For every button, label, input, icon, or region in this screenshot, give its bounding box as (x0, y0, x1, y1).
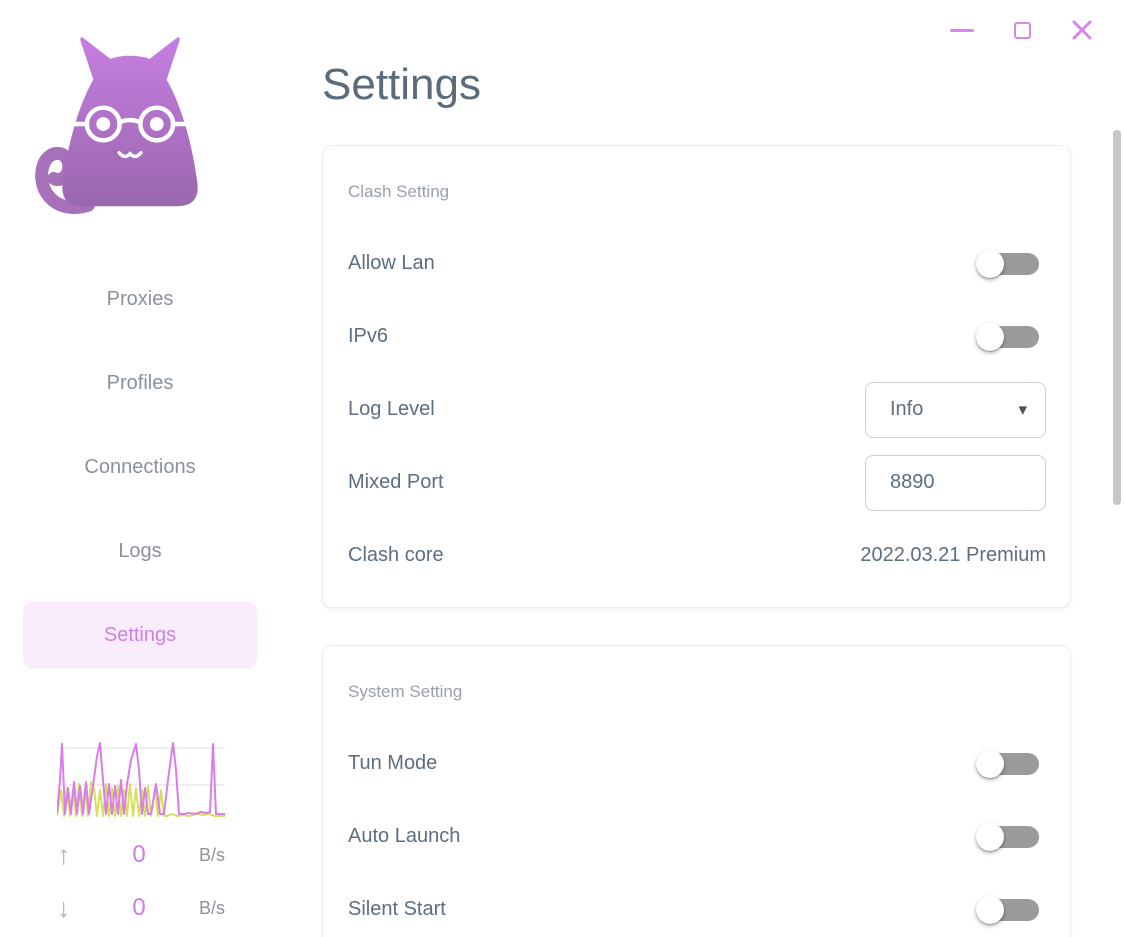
upload-unit: B/s (198, 844, 225, 865)
page-title: Settings (322, 60, 481, 109)
minimize-button[interactable] (945, 13, 979, 47)
upload-stat: ↑ 0 B/s (57, 837, 225, 873)
setting-row-allow-lan: Allow Lan (348, 227, 1046, 300)
arrow-up-icon: ↑ (57, 839, 71, 870)
app-logo-cat-icon (35, 37, 198, 214)
sidebar-item-logs[interactable]: Logs (118, 540, 162, 562)
scrollbar-thumb[interactable] (1113, 130, 1121, 505)
minimize-icon (950, 28, 974, 32)
sidebar: Proxies Profiles Connections Logs Settings ↑… (0, 0, 280, 937)
download-stat: ↓ 0 B/s (57, 890, 225, 926)
setting-row-auto-launch: Auto Launch (348, 800, 1046, 873)
download-value: 0 (132, 894, 146, 921)
card-header: System Setting (348, 682, 463, 701)
sidebar-item-proxies[interactable]: Proxies (106, 288, 174, 310)
toggle-thumb (976, 322, 1004, 351)
download-unit: B/s (198, 897, 225, 918)
silent-start-toggle[interactable] (976, 895, 1039, 924)
card-clash-setting: Clash Setting Allow Lan IPv6 Log Level Info ▾… (322, 145, 1071, 608)
select-value: Info (890, 398, 924, 420)
setting-row-tun-mode: Tun Mode (348, 727, 1046, 800)
toggle-thumb (976, 822, 1004, 851)
setting-label: Tun Mode (348, 752, 438, 774)
maximize-button[interactable] (1005, 13, 1039, 47)
sidebar-item-settings[interactable]: Settings (23, 602, 257, 669)
traffic-sparkline-chart (56, 740, 225, 818)
setting-label: Log Level (348, 398, 435, 420)
auto-launch-toggle[interactable] (976, 822, 1039, 851)
clash-core-value: 2022.03.21 Premium (860, 544, 1046, 566)
toggle-thumb (976, 895, 1004, 924)
setting-label: Auto Launch (348, 825, 461, 847)
card-header: Clash Setting (348, 182, 450, 201)
sidebar-item-profiles[interactable]: Profiles (106, 372, 174, 394)
setting-label: Mixed Port (348, 471, 444, 493)
setting-row-ipv6: IPv6 (348, 300, 1046, 373)
card-system-setting: System Setting Tun Mode Auto Launch Silent … (322, 645, 1071, 937)
setting-label: Allow Lan (348, 252, 435, 274)
log-level-select[interactable]: Info ▾ (865, 381, 1046, 438)
setting-label: IPv6 (348, 325, 389, 347)
close-icon (1072, 20, 1092, 40)
sidebar-item-connections[interactable]: Connections (84, 456, 196, 478)
setting-row-mixed-port: Mixed Port (348, 446, 1046, 519)
setting-label: Silent Start (348, 898, 446, 920)
ipv6-toggle[interactable] (976, 322, 1039, 351)
sidebar-nav: Proxies Profiles Connections Logs Settings (23, 266, 257, 686)
mixed-port-input[interactable] (865, 454, 1046, 511)
arrow-down-icon: ↓ (57, 892, 71, 923)
setting-row-clash-core: Clash core 2022.03.21 Premium (348, 519, 1046, 592)
purple-series (56, 742, 225, 815)
upload-value: 0 (132, 841, 146, 868)
maximize-icon (1013, 21, 1031, 39)
setting-label: Clash core (348, 544, 444, 566)
tun-mode-toggle[interactable] (976, 749, 1039, 778)
close-button[interactable] (1065, 13, 1099, 47)
caret-down-icon: ▾ (1018, 400, 1027, 419)
setting-row-log-level: Log Level Info ▾ (348, 373, 1046, 446)
setting-row-silent-start: Silent Start (348, 873, 1046, 937)
allow-lan-toggle[interactable] (976, 249, 1039, 278)
toggle-thumb (976, 249, 1004, 278)
toggle-thumb (976, 749, 1004, 778)
